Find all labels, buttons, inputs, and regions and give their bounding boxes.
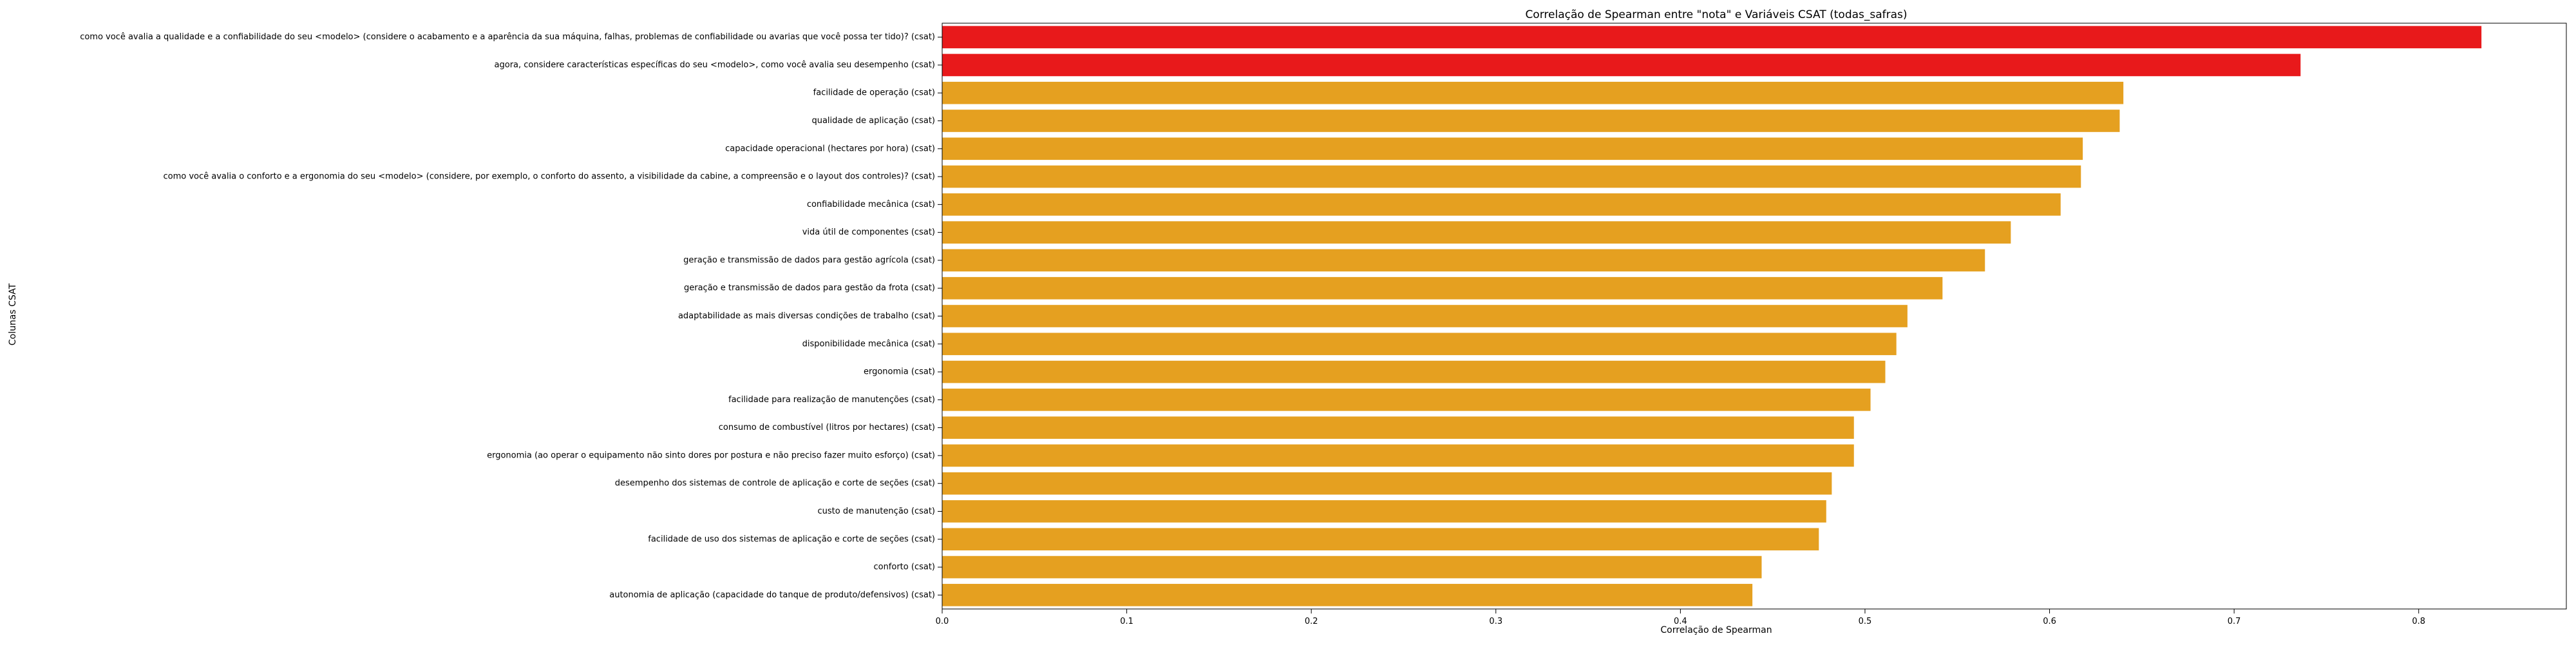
x-tick-label: 0.0 [936, 617, 949, 626]
category-label: ergonomia (ao operar o equipamento não s… [487, 450, 935, 460]
chart-title: Correlação de Spearman entre "nota" e Va… [1525, 8, 1907, 21]
bar [942, 137, 2083, 160]
bar [942, 305, 1908, 327]
category-label: geração e transmissão de dados para gest… [683, 255, 935, 265]
x-axis-label: Correlação de Spearman [1660, 625, 1772, 635]
bars-layer [942, 26, 2482, 606]
x-tick-label: 0.5 [1859, 617, 1872, 626]
bar [942, 416, 1854, 439]
category-label: disponibilidade mecânica (csat) [802, 339, 935, 349]
x-tick-label: 0.8 [2412, 617, 2425, 626]
category-label: autonomia de aplicação (capacidade do ta… [609, 590, 935, 600]
category-label: agora, considere características específ… [495, 60, 935, 70]
category-label: custo de manutenção (csat) [818, 507, 936, 516]
bar [942, 360, 1886, 383]
y-axis-label: Colunas CSAT [8, 283, 18, 345]
x-tick-label: 0.6 [2043, 617, 2056, 626]
axes-frame [942, 23, 2567, 610]
bar [942, 389, 1871, 411]
category-label: capacidade operacional (hectares por hor… [725, 144, 935, 153]
bar [942, 276, 1943, 300]
bar [942, 165, 2081, 188]
category-label: consumo de combustível (litros por hecta… [719, 423, 935, 432]
x-tick-label: 0.3 [1489, 617, 1502, 626]
bar [942, 53, 2301, 77]
bar [942, 249, 1985, 272]
x-tick-label: 0.2 [1305, 617, 1318, 626]
category-label: como você avalia o conforto e a ergonomi… [163, 172, 935, 182]
plot-frame [942, 23, 2567, 610]
bar [942, 221, 2011, 244]
category-label: confiabilidade mecânica (csat) [807, 200, 935, 209]
category-label: facilidade para realização de manutençõe… [728, 395, 935, 405]
bar [942, 500, 1826, 523]
bar [942, 26, 2482, 48]
category-label: geração e transmissão de dados para gest… [684, 284, 935, 293]
bar [942, 472, 1832, 495]
category-label: adaptabilidade as mais diversas condiçõe… [678, 311, 935, 321]
category-label: facilidade de operação (csat) [813, 88, 935, 98]
bar [942, 584, 1753, 606]
x-tick-label: 0.1 [1120, 617, 1133, 626]
x-tick-label: 0.4 [1674, 617, 1687, 626]
category-label: vida útil de componentes (csat) [802, 227, 935, 237]
x-tick-label: 0.7 [2228, 617, 2241, 626]
x-axis-ticks: 0.0 0.1 0.2 0.3 0.4 0.5 0.6 0.7 0.8 [936, 609, 2425, 626]
category-label: qualidade de aplicação (csat) [811, 116, 935, 126]
bar [942, 193, 2061, 216]
category-label: ergonomia (csat) [864, 367, 935, 377]
category-labels: como você avalia a qualidade e a confiab… [80, 32, 942, 600]
bar [942, 555, 1762, 579]
category-label: como você avalia a qualidade e a confiab… [80, 32, 935, 42]
category-label: desempenho dos sistemas de controle de a… [615, 479, 935, 488]
bar [942, 333, 1897, 356]
bar [942, 528, 1819, 551]
bar [942, 110, 2120, 132]
bar [942, 444, 1854, 467]
category-label: conforto (csat) [873, 563, 935, 572]
bar [942, 81, 2124, 104]
category-label: facilidade de uso dos sistemas de aplica… [648, 534, 935, 544]
